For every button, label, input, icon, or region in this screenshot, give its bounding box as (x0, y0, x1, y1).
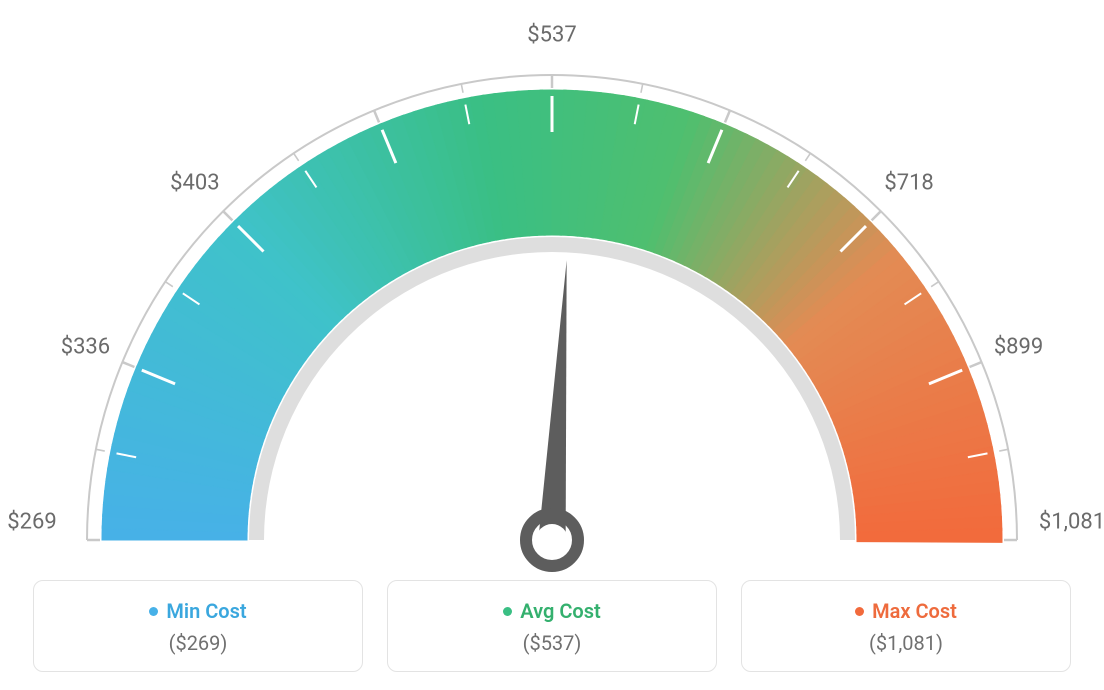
legend-title-text: Max Cost (872, 599, 957, 623)
legend-card-max: Max Cost ($1,081) (741, 580, 1071, 672)
legend-title-min: Min Cost (149, 599, 246, 623)
gauge-scale-label: $537 (527, 23, 576, 48)
gauge-scale-label: $1,081 (1039, 510, 1104, 535)
legend-title-text: Avg Cost (520, 599, 601, 623)
gauge-scale-label: $403 (170, 170, 219, 195)
gauge-scale-label: $718 (884, 170, 933, 195)
legend-title-text: Min Cost (166, 599, 246, 623)
dot-icon (855, 607, 864, 616)
legend-value-avg: ($537) (398, 631, 706, 655)
legend-card-avg: Avg Cost ($537) (387, 580, 717, 672)
legend-title-max: Max Cost (855, 599, 957, 623)
legend-value-max: ($1,081) (752, 631, 1060, 655)
gauge-scale-label: $899 (994, 334, 1043, 359)
legend-value-min: ($269) (44, 631, 352, 655)
gauge-svg (0, 20, 1104, 580)
legend-row: Min Cost ($269) Avg Cost ($537) Max Cost… (0, 580, 1104, 672)
gauge-scale-label: $336 (61, 334, 110, 359)
gauge-scale-label: $269 (7, 510, 56, 535)
dot-icon (149, 607, 158, 616)
gauge-chart: $269 $336 $403 $537 $718 $899 $1,081 (0, 20, 1104, 580)
legend-title-avg: Avg Cost (503, 599, 601, 623)
legend-card-min: Min Cost ($269) (33, 580, 363, 672)
dot-icon (503, 607, 512, 616)
